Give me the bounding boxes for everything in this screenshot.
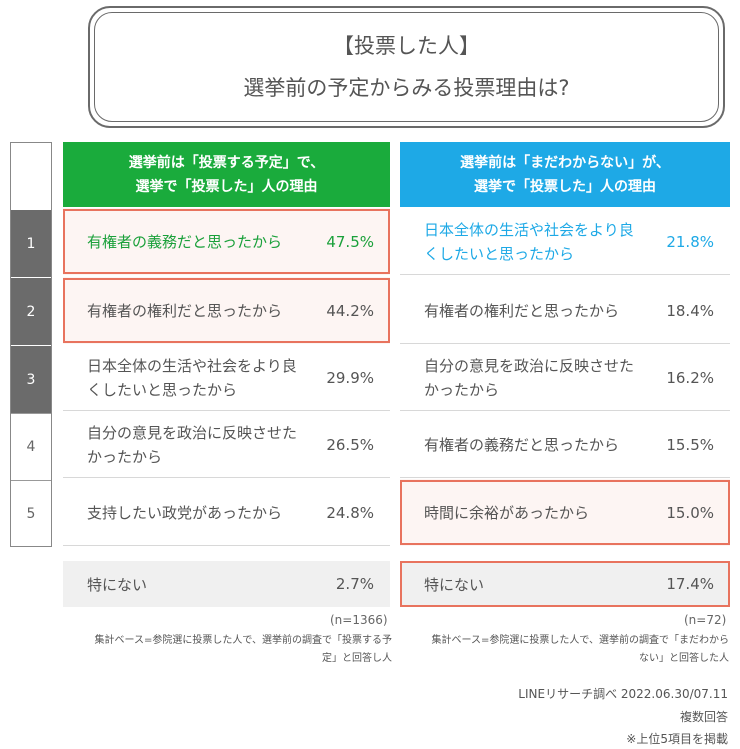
- right-row-1-divider: [400, 274, 730, 275]
- credit-multiple-answers: 複数回答: [679, 710, 728, 724]
- left-row-4-reason: 自分の意見を政治に反映させた かったから: [87, 411, 297, 478]
- credit-source: LINEリサーチ調べ 2022.06.30/07.11: [518, 687, 728, 701]
- left-row-4-reason-line1: 自分の意見を政治に反映させた: [87, 423, 298, 442]
- credit-top5-note: ※上位5項目を掲載: [626, 732, 728, 746]
- right-none-reason: 特にない: [424, 575, 485, 594]
- rank-cell-4: 4: [11, 413, 51, 480]
- left-none-row: 特にない 2.7%: [63, 561, 390, 607]
- title-line1: 【投票した人】: [333, 34, 480, 58]
- left-row-2-reason: 有権者の権利だと思ったから: [87, 301, 283, 320]
- right-sample-size: (n=72): [684, 613, 727, 627]
- left-sample-size: (n=1366): [330, 613, 388, 627]
- left-row-4: 自分の意見を政治に反映させた かったから 26.5%: [63, 411, 390, 478]
- right-column-header: 選挙前は「まだわからない」が、 選挙で「投票した」人の理由: [400, 142, 730, 207]
- left-none-value: 2.7%: [335, 575, 374, 593]
- right-row-5-reason: 時間に余裕があったから: [424, 503, 590, 522]
- left-row-1-reason: 有権者の義務だと思ったから: [87, 232, 283, 251]
- right-header-line1: 選挙前は「まだわからない」が、: [460, 154, 670, 171]
- right-header-line2: 選挙で「投票した」人の理由: [474, 178, 656, 195]
- left-row-5: 支持したい政党があったから 24.8%: [63, 479, 390, 546]
- rank-cell-3: 3: [11, 345, 51, 413]
- right-row-2-divider: [400, 343, 730, 344]
- right-none-row: 特にない 17.4%: [400, 561, 730, 607]
- right-row-3-reason-line2: かったから: [424, 380, 500, 399]
- left-row-2-value: 44.2%: [326, 301, 374, 320]
- left-row-5-reason: 支持したい政党があったから: [87, 503, 283, 522]
- right-row-1-value: 21.8%: [666, 232, 714, 251]
- left-none-reason: 特にない: [87, 575, 148, 594]
- left-header-line1: 選挙前は「投票する予定」で、: [128, 154, 325, 171]
- left-row-2-highlight-box: [63, 278, 390, 343]
- left-row-4-value: 26.5%: [326, 435, 374, 454]
- left-row-1: 有権者の義務だと思ったから 47.5%: [63, 208, 390, 275]
- left-base-note: 集計ベース=参院選に投票した人で、選挙前の調査で「投票する予 定」と回答し人: [72, 632, 392, 668]
- right-row-1-reason: 日本全体の生活や社会をより良 くしたいと思ったから: [424, 208, 634, 275]
- left-row-3-reason: 日本全体の生活や社会をより良 くしたいと思ったから: [87, 344, 297, 411]
- rank-column: 1 2 3 4 5: [10, 142, 52, 547]
- right-row-3-reason: 自分の意見を政治に反映させた かったから: [424, 344, 634, 411]
- left-row-3-reason-line2: くしたいと思ったから: [87, 380, 238, 399]
- left-row-3-reason-line1: 日本全体の生活や社会をより良: [87, 356, 297, 375]
- left-base-note-line2: 定」と回答し人: [322, 653, 392, 664]
- right-row-3: 自分の意見を政治に反映させた かったから 16.2%: [400, 344, 730, 411]
- right-base-note: 集計ベース=参院選に投票した人で、選挙前の調査で「まだわから ない」と回答した人: [405, 632, 729, 668]
- right-row-3-value: 16.2%: [666, 368, 714, 387]
- right-row-5-value: 15.0%: [666, 503, 714, 522]
- left-row-3: 日本全体の生活や社会をより良 くしたいと思ったから 29.9%: [63, 344, 390, 411]
- left-column-header: 選挙前は「投票する予定」で、 選挙で「投票した」人の理由: [63, 142, 390, 207]
- right-row-3-reason-line1: 自分の意見を政治に反映させた: [424, 356, 635, 375]
- right-row-4: 有権者の義務だと思ったから 15.5%: [400, 411, 730, 478]
- right-row-2-reason: 有権者の権利だと思ったから: [424, 301, 620, 320]
- rank-cell-5: 5: [11, 480, 51, 546]
- left-row-5-value: 24.8%: [326, 503, 374, 522]
- left-row-5-divider: [63, 545, 390, 546]
- right-row-5-highlight-box: [400, 480, 730, 545]
- left-row-1-value: 47.5%: [326, 232, 374, 251]
- rank-cell-2: 2: [11, 277, 51, 345]
- left-row-4-divider: [63, 477, 390, 478]
- right-row-5: 時間に余裕があったから 15.0%: [400, 479, 730, 546]
- left-row-3-value: 29.9%: [326, 368, 374, 387]
- rank-cell-1: 1: [11, 209, 51, 277]
- right-row-2: 有権者の権利だと思ったから 18.4%: [400, 277, 730, 344]
- left-row-2: 有権者の権利だと思ったから 44.2%: [63, 277, 390, 344]
- left-row-4-reason-line2: かったから: [87, 447, 163, 466]
- left-header-line2: 選挙で「投票した」人の理由: [135, 178, 318, 195]
- left-base-note-line1: 集計ベース=参院選に投票した人で、選挙前の調査で「投票する予: [94, 635, 392, 646]
- right-row-1-reason-line2: くしたいと思ったから: [424, 244, 575, 263]
- right-row-4-reason: 有権者の義務だと思ったから: [424, 435, 620, 454]
- left-row-3-divider: [63, 410, 390, 411]
- left-row-1-highlight-box: [63, 209, 390, 274]
- title-line2: 選挙前の予定からみる投票理由は?: [243, 76, 570, 100]
- right-none-value: 17.4%: [666, 575, 714, 593]
- right-row-2-value: 18.4%: [666, 301, 714, 320]
- right-row-4-divider: [400, 477, 730, 478]
- right-base-note-line1: 集計ベース=参院選に投票した人で、選挙前の調査で「まだわから: [431, 635, 729, 646]
- right-row-1-reason-line1: 日本全体の生活や社会をより良: [424, 220, 634, 239]
- right-row-1: 日本全体の生活や社会をより良 くしたいと思ったから 21.8%: [400, 208, 730, 275]
- right-base-note-line2: ない」と回答した人: [639, 653, 729, 664]
- right-row-4-value: 15.5%: [666, 435, 714, 454]
- title-inner: 【投票した人】 選挙前の予定からみる投票理由は?: [94, 12, 719, 122]
- right-none-highlight-box: [400, 561, 730, 607]
- title-frame: 【投票した人】 選挙前の予定からみる投票理由は?: [88, 6, 725, 128]
- right-row-3-divider: [400, 410, 730, 411]
- rank-header-blank: [11, 143, 51, 208]
